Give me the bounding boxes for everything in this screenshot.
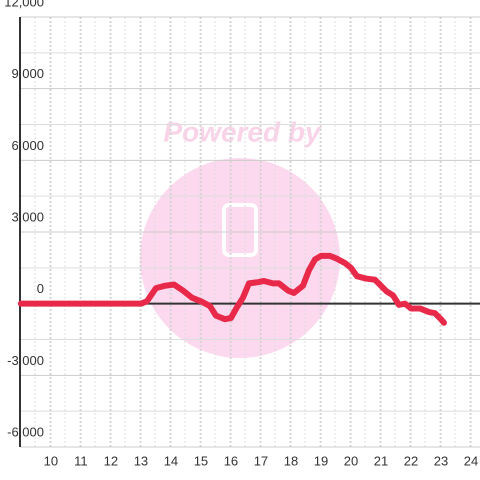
line [17, 252, 447, 326]
x-tick-label: 15 [194, 453, 208, 468]
y-tick-label: -3,000 [7, 353, 44, 368]
y-tick-label: 12,000 [4, 0, 44, 9]
y-tick-label: 9,000 [11, 66, 44, 81]
x-tick-label: 11 [74, 453, 88, 468]
x-tick-label: 13 [134, 453, 148, 468]
x-tick-label: 23 [434, 453, 448, 468]
watermark-icon [222, 203, 258, 257]
x-tick-label: 22 [404, 453, 418, 468]
y-tick-label: 6,000 [11, 138, 44, 153]
x-tick-label: 24 [464, 453, 478, 468]
x-tick-label: 17 [254, 453, 268, 468]
x-tick-label: 19 [314, 453, 328, 468]
x-tick-label: 16 [224, 453, 238, 468]
watermark-text: Powered by [163, 116, 322, 147]
y-tick-label: -6,000 [7, 424, 44, 439]
x-tick-label: 20 [344, 453, 358, 468]
y-tick-label: 3,000 [11, 209, 44, 224]
x-tick-label: 21 [374, 453, 388, 468]
y-tick-label: 0 [37, 281, 44, 296]
watermark-logo [140, 158, 340, 358]
x-tick-label: 18 [284, 453, 298, 468]
x-tick-label: 10 [44, 453, 58, 468]
x-tick-label: 14 [164, 453, 178, 468]
x-tick-label: 12 [104, 453, 118, 468]
